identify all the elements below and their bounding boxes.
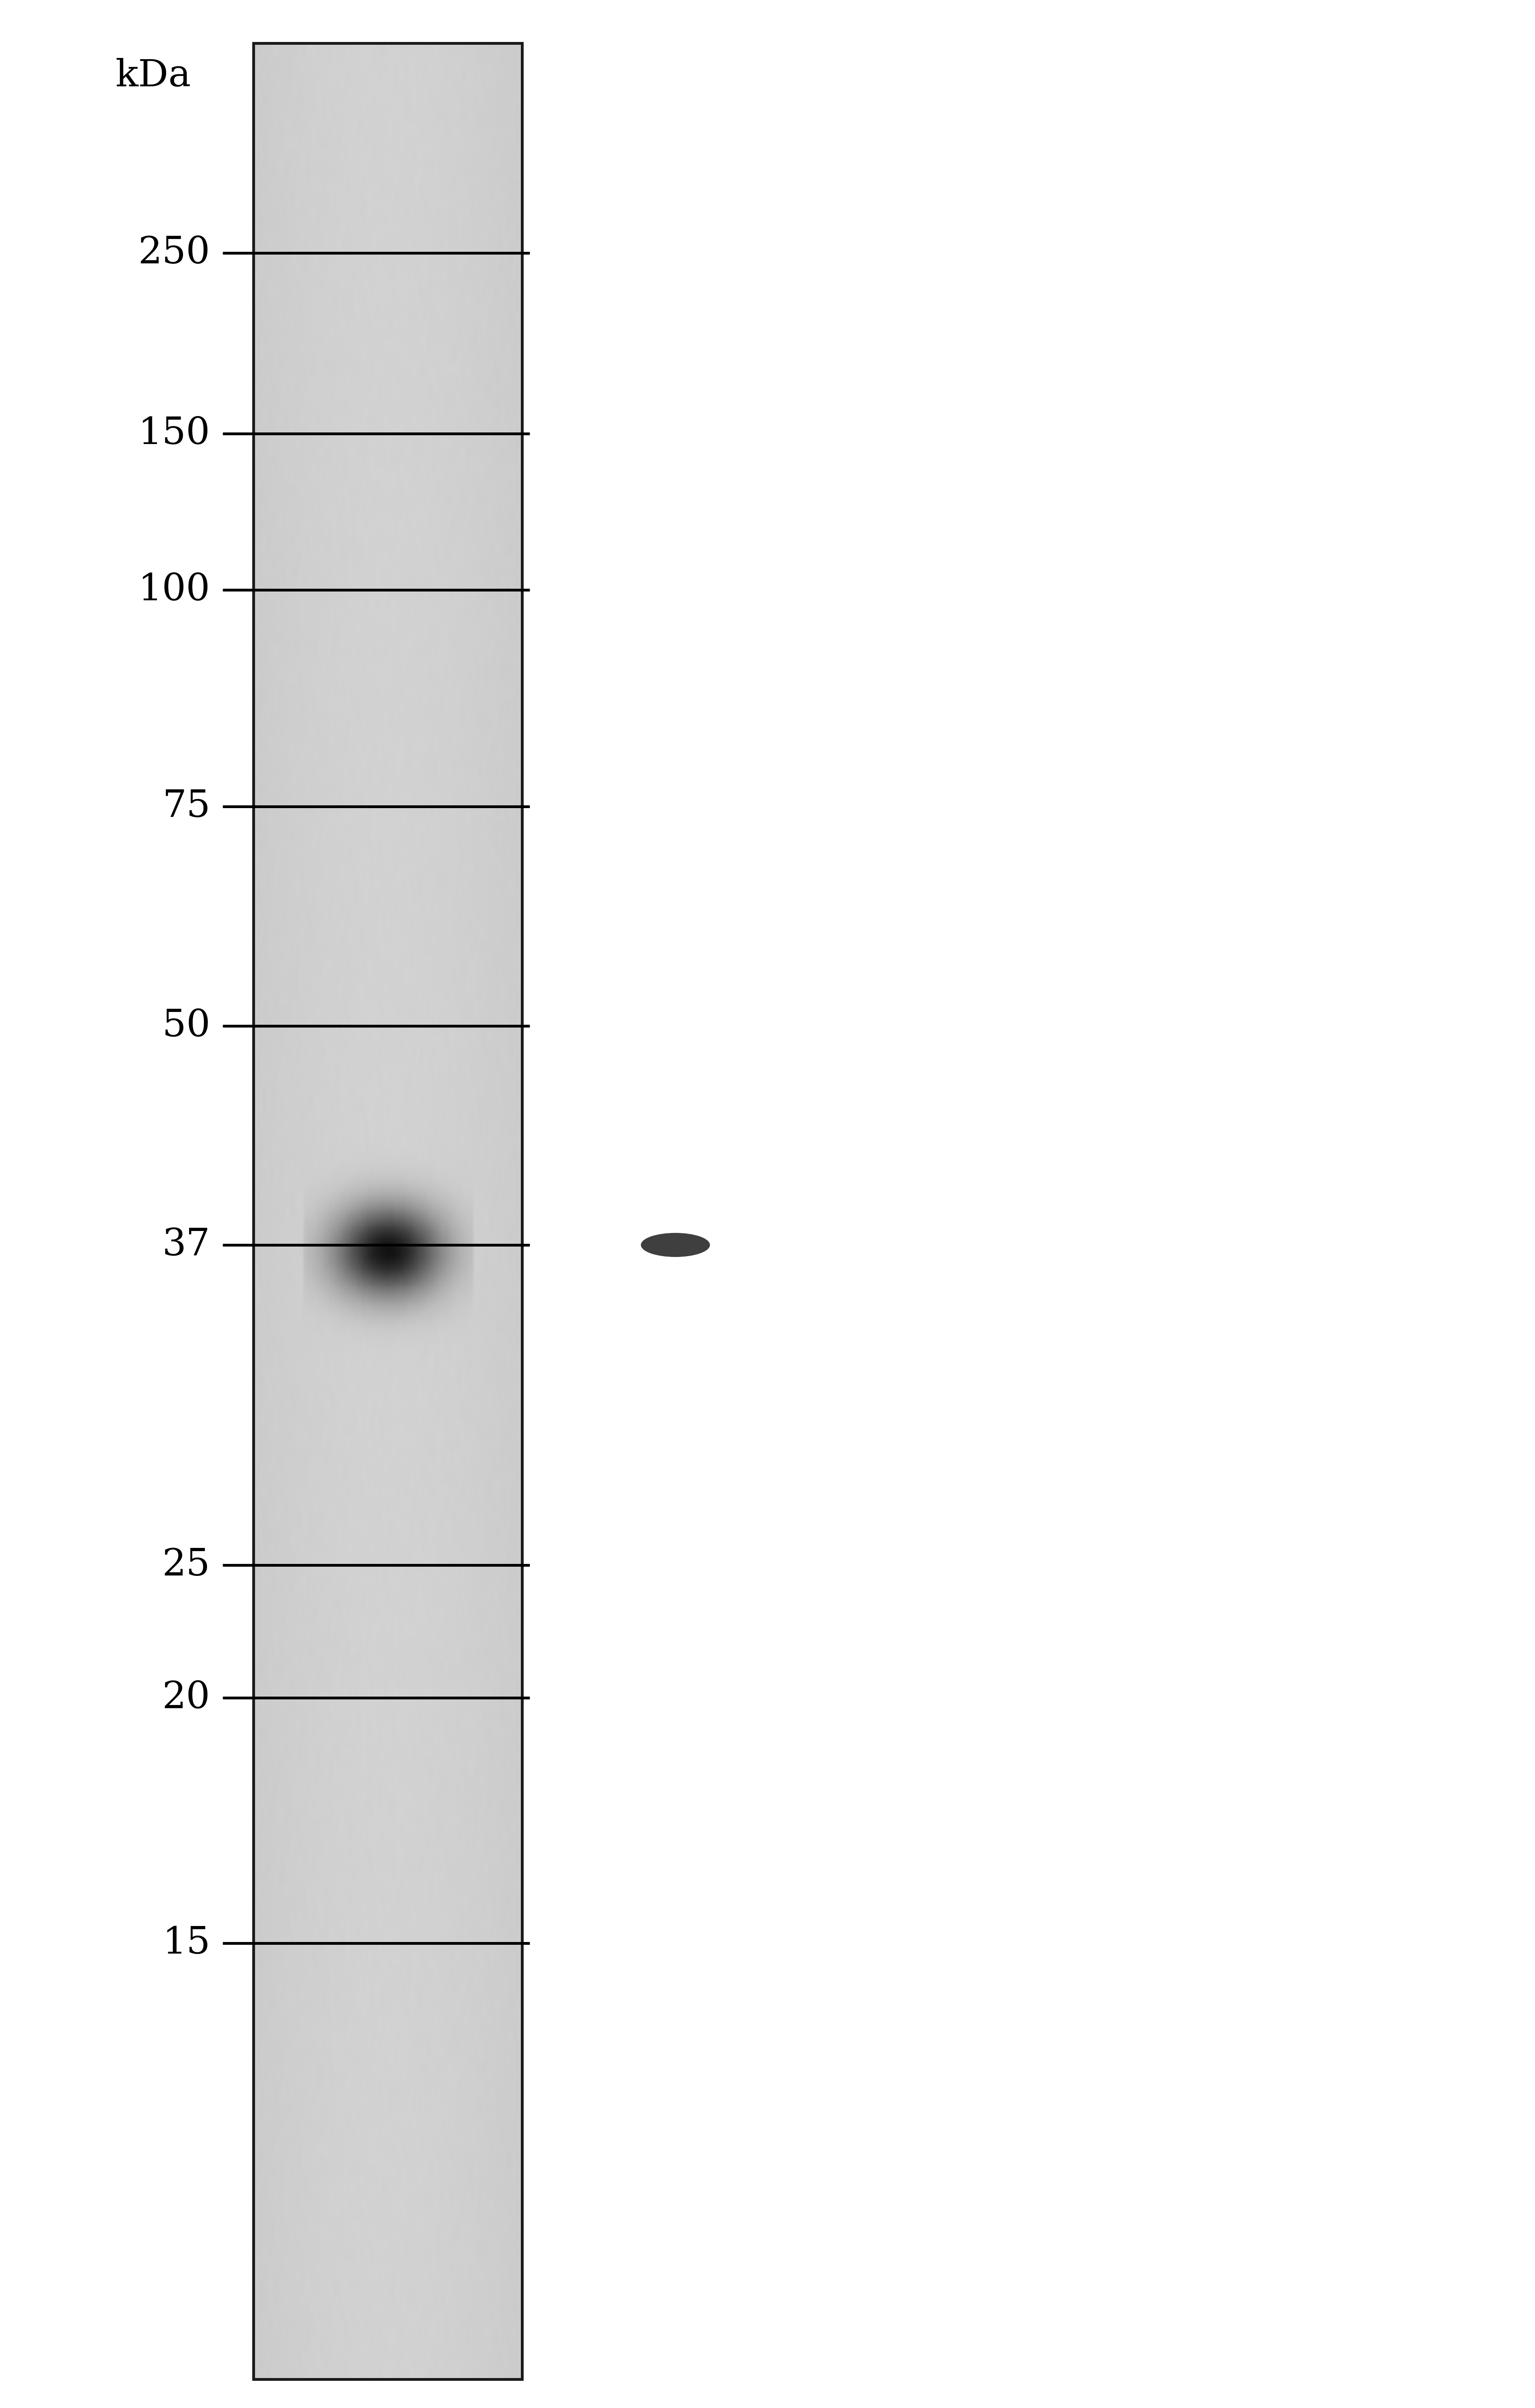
Text: 75: 75: [163, 790, 210, 824]
Text: 250: 250: [138, 236, 210, 270]
Text: 20: 20: [163, 1681, 210, 1714]
Text: 100: 100: [138, 573, 210, 607]
Bar: [253, 43, 522, 2379]
Text: 37: 37: [163, 1228, 210, 1262]
Text: 150: 150: [138, 417, 210, 450]
Ellipse shape: [640, 1233, 709, 1257]
Text: 25: 25: [163, 1548, 210, 1582]
Text: 50: 50: [163, 1009, 210, 1043]
Text: kDa: kDa: [115, 58, 190, 94]
Text: 15: 15: [163, 1926, 210, 1960]
